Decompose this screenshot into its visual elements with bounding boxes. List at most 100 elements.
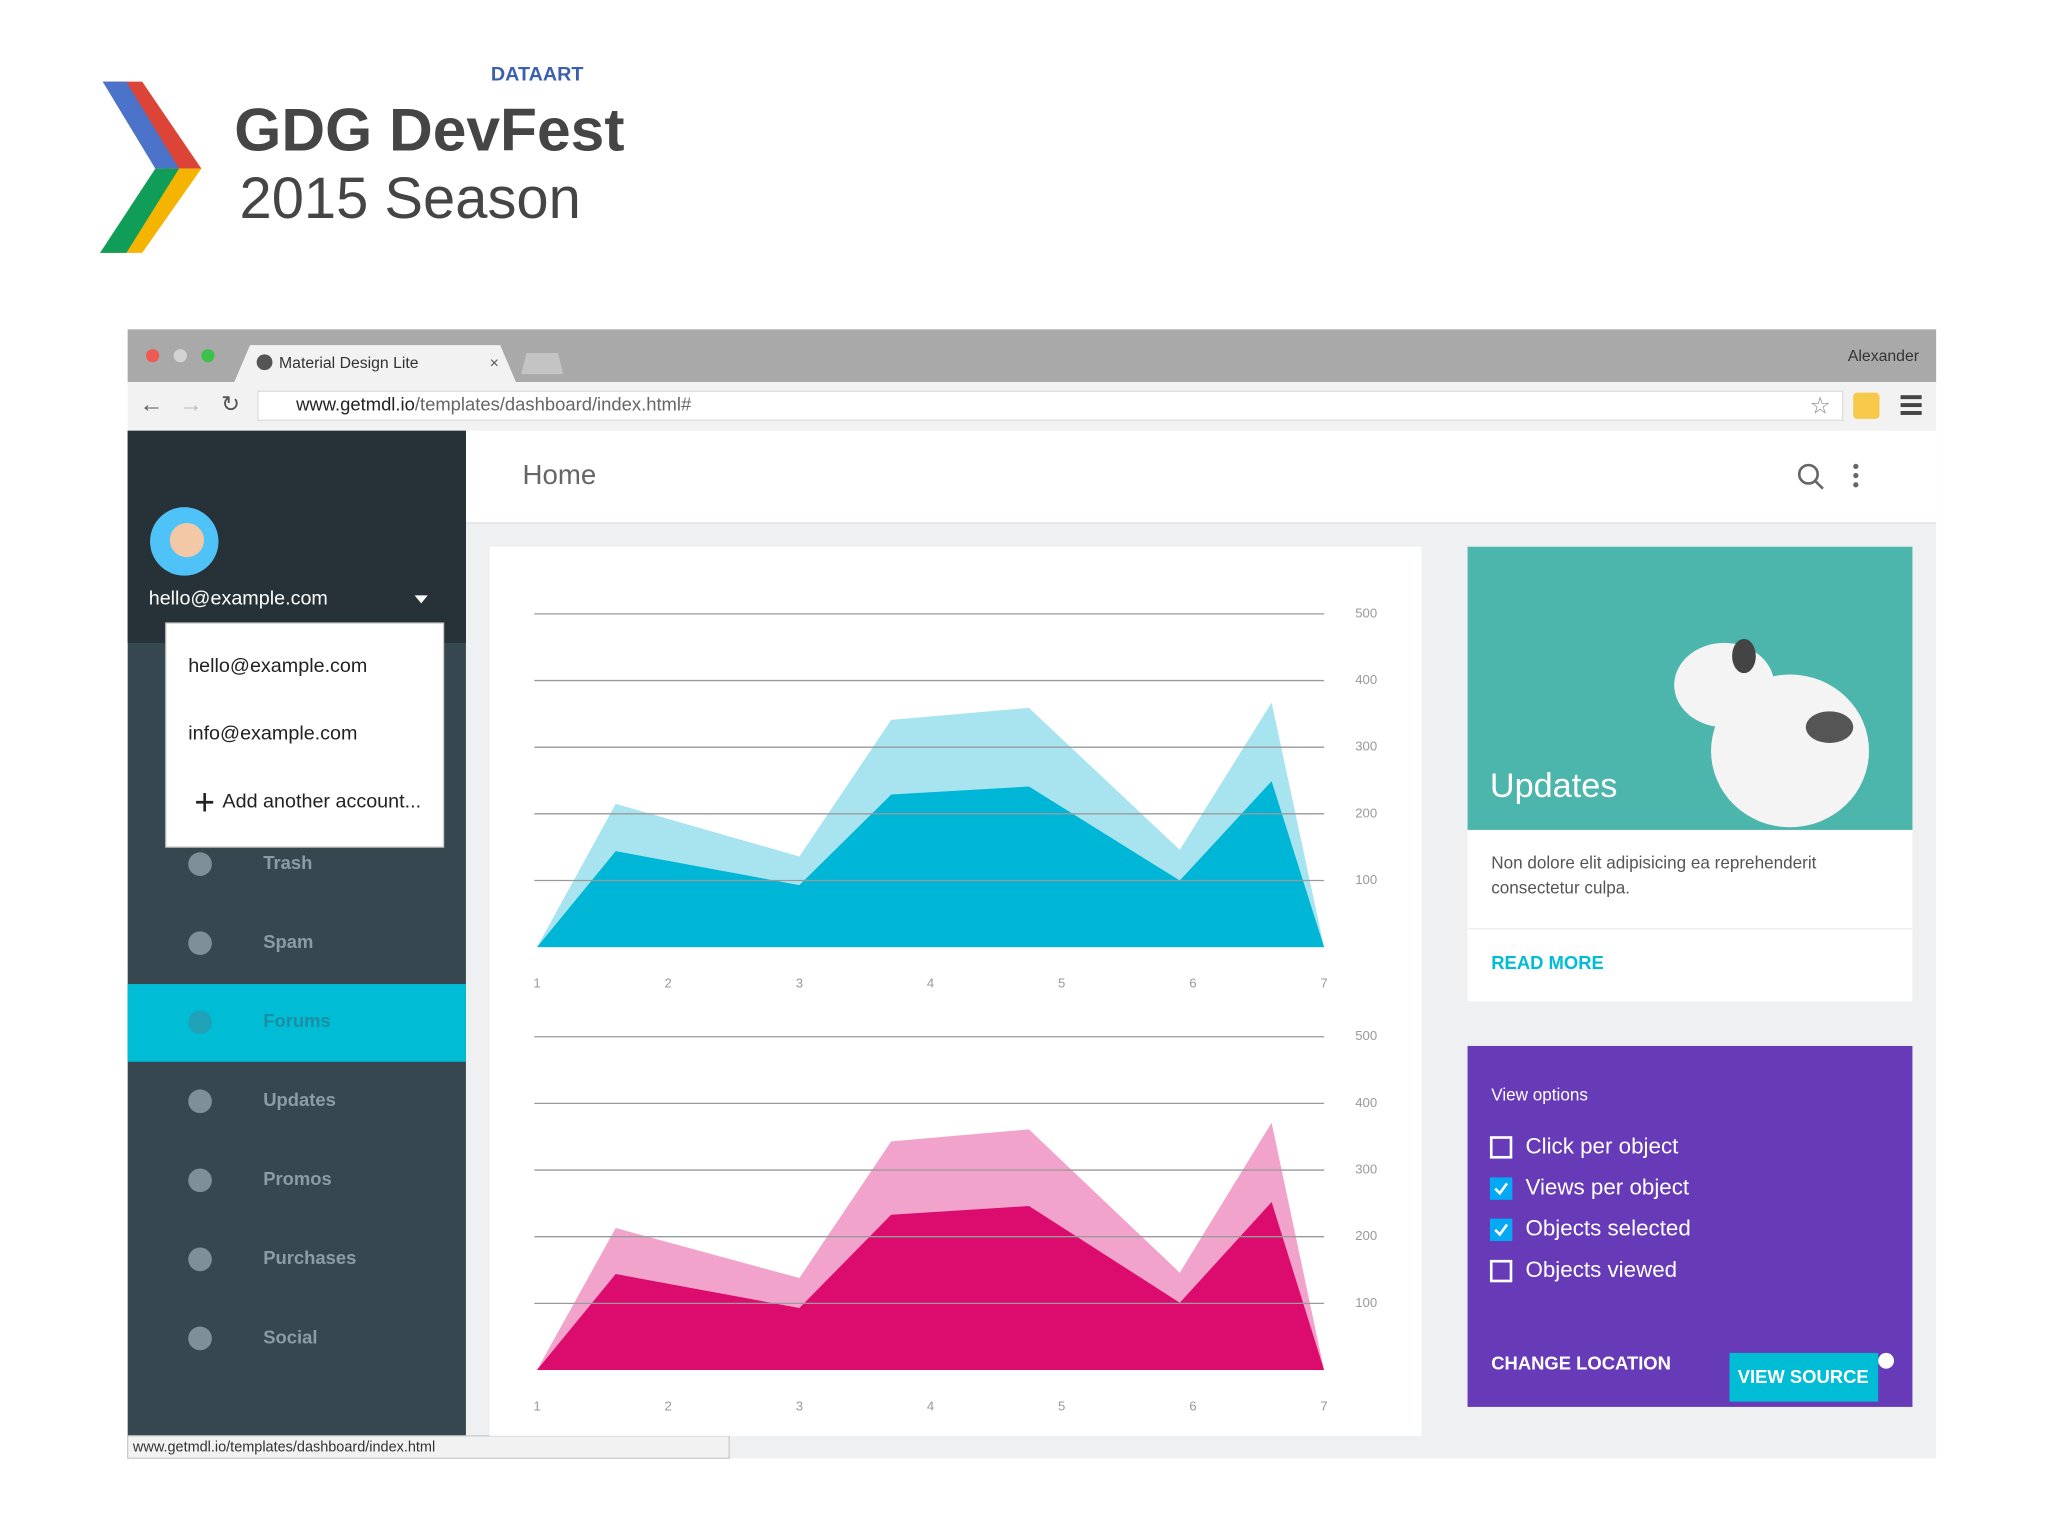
check [1494, 1223, 1509, 1237]
nav-icon [188, 1010, 212, 1035]
menu-item[interactable]: hello@example.com [188, 655, 367, 677]
account-dropdown[interactable] [414, 595, 428, 604]
option-label: Views per object [1525, 1175, 1689, 1200]
logo-green [100, 168, 180, 253]
checkbox[interactable] [1489, 1177, 1513, 1200]
status-url: www.getmdl.io/templates/dashboard/index.… [132, 1440, 435, 1456]
avatar-face [169, 522, 205, 558]
dog-head [1674, 642, 1775, 728]
nav-item[interactable]: Spam [263, 931, 313, 952]
nav-icon [188, 931, 212, 956]
x-tick-label: 6 [1189, 976, 1196, 991]
nav: Trash Spam Forums Updates Promos Purchases Soc… [188, 852, 356, 1351]
updates-title: Updates [1490, 767, 1617, 805]
account-menu-items: hello@example.com info@example.com Add ano… [188, 655, 421, 813]
nav-item[interactable]: Updates [263, 1089, 336, 1110]
options-title: View options [1491, 1086, 1588, 1105]
menu-item[interactable]: Add another account... [222, 790, 421, 812]
x-tick-label: 6 [1189, 1398, 1196, 1413]
new-tab[interactable] [521, 353, 564, 375]
area [537, 1202, 1325, 1371]
nav-item[interactable]: Social [263, 1326, 317, 1347]
url-path: /templates/dashboard/index.html# [415, 394, 692, 415]
nav-icon [188, 1326, 212, 1351]
read-more[interactable]: READ MORE [1491, 952, 1604, 973]
more-1[interactable] [1853, 463, 1859, 469]
back[interactable]: ← [140, 392, 164, 418]
window-close[interactable] [146, 349, 160, 363]
y-tick-label: 300 [1355, 1162, 1377, 1177]
user-name: Alexander [1848, 348, 1919, 365]
nav-item[interactable]: Purchases [263, 1247, 356, 1268]
x-tick-label: 7 [1320, 1398, 1327, 1413]
nav-item[interactable]: Trash [263, 852, 312, 873]
view-source[interactable]: VIEW SOURCE [1738, 1366, 1869, 1387]
y-tick-label: 100 [1355, 1295, 1377, 1310]
x-tick-label: 2 [665, 976, 672, 991]
location-pin[interactable] [1878, 1352, 1895, 1369]
menu-bar-2 [1900, 403, 1922, 408]
y-tick-label: 400 [1355, 1095, 1377, 1110]
area [537, 781, 1325, 948]
account-email: hello@example.com [149, 588, 328, 610]
x-tick-label: 1 [533, 976, 540, 991]
x-tick-label: 1 [533, 1398, 540, 1413]
bookmark[interactable]: ☆ [1810, 393, 1831, 419]
nav-icon [188, 1168, 212, 1193]
checkbox[interactable] [1489, 1136, 1513, 1159]
dog-ear [1732, 638, 1756, 674]
tab[interactable] [234, 345, 516, 383]
address-bar[interactable] [257, 390, 1844, 421]
updates-text-2: consectetur culpa. [1491, 879, 1630, 898]
charts: 100 200 300 400 500 1 2 3 4 5 6 7 100 200 300 400 500 1 2 3… [533, 605, 1377, 1413]
y-tick-label: 200 [1355, 1228, 1377, 1243]
app-title: Home [523, 459, 597, 490]
y-tick-label: 500 [1355, 1028, 1377, 1043]
y-tick-label: 400 [1355, 672, 1377, 687]
change-location[interactable]: CHANGE LOCATION [1491, 1353, 1671, 1374]
more-2 [1853, 472, 1859, 479]
x-tick-label: 3 [796, 976, 803, 991]
x-tick-label: 4 [927, 976, 934, 991]
x-tick-label: 5 [1058, 1398, 1065, 1413]
url-host: www.getmdl.io [295, 394, 415, 415]
extension[interactable] [1853, 392, 1880, 419]
options-card [1467, 1045, 1913, 1407]
y-tick-label: 100 [1355, 872, 1377, 887]
brand: DATAART [491, 63, 583, 85]
title: GDG DevFest [234, 95, 624, 163]
status-bar [127, 1435, 730, 1459]
y-tick-label: 200 [1355, 805, 1377, 820]
nav-icon [188, 852, 212, 877]
tab-close[interactable]: × [490, 355, 499, 372]
menu-item[interactable]: info@example.com [188, 723, 357, 745]
account-menu [165, 622, 445, 848]
reload[interactable]: ↻ [221, 392, 240, 417]
url: www.getmdl.io/templates/dashboard/index.… [295, 394, 692, 415]
logo-blue [102, 81, 180, 169]
x-tick-label: 5 [1058, 976, 1065, 991]
updates-text-1: Non dolore elit adipisicing ea reprehend… [1491, 854, 1816, 873]
app-header [465, 430, 1937, 523]
option-label: Click per object [1525, 1133, 1679, 1158]
menu-bar-3 [1900, 411, 1922, 415]
window-min[interactable] [173, 349, 187, 363]
forward[interactable]: → [179, 392, 203, 418]
nav-icon [188, 1089, 212, 1114]
checkbox[interactable] [1489, 1218, 1513, 1242]
options: Click per object Views per object Objects … [1489, 1133, 1691, 1283]
menu-bar-1[interactable] [1900, 395, 1922, 400]
checkbox[interactable] [1489, 1259, 1513, 1283]
more-3 [1853, 482, 1859, 488]
view-source-button[interactable] [1729, 1352, 1879, 1402]
search[interactable] [1797, 463, 1819, 485]
nav-item[interactable]: Forums [263, 1010, 331, 1031]
x-tick-label: 7 [1320, 976, 1327, 991]
window-max[interactable] [201, 349, 215, 363]
x-tick-label: 2 [665, 1398, 672, 1413]
nav-icon [188, 1247, 212, 1272]
nav-item[interactable]: Promos [263, 1168, 332, 1189]
dog-spot [1805, 711, 1854, 743]
